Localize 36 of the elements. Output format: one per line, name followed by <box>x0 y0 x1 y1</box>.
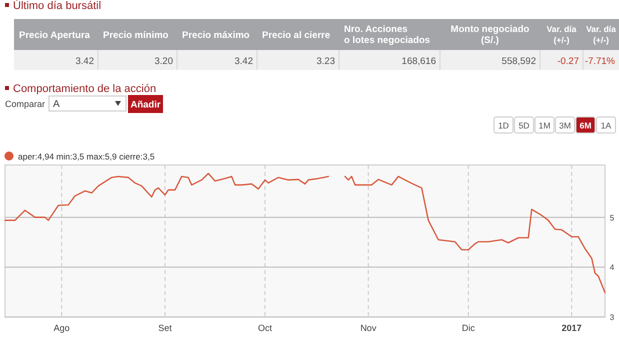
category-label: Monto negociado (S/.) <box>450 24 530 46</box>
text: -7.71% <box>584 56 616 67</box>
x-tick-label: Set <box>158 323 172 333</box>
period-button: 1A <box>596 116 616 134</box>
y-tick-label: 4 <box>610 263 615 272</box>
period-button: 3M <box>555 116 575 134</box>
category-label: Precio Apertura <box>19 30 91 41</box>
text: Comparar <box>5 99 46 109</box>
text: 3.42 <box>234 56 253 67</box>
x-tick-label: Ago <box>54 323 70 333</box>
text: aper:4,94 min:3,5 max:5,9 cierre:3,5 <box>18 152 155 162</box>
text: 558,592 <box>502 56 536 67</box>
y-tick-label: 3 <box>610 313 615 322</box>
period-button: 6M <box>576 116 596 134</box>
period-button: 1M <box>534 116 554 134</box>
text: -0.27 <box>557 56 579 67</box>
text: 3.23 <box>316 56 335 67</box>
add-button: Añadir <box>128 95 163 113</box>
category-label: Precio mínimo <box>103 30 169 41</box>
x-tick-label: Oct <box>258 323 272 333</box>
text: 168,616 <box>402 56 436 67</box>
text: 3.42 <box>76 56 94 67</box>
x-tick-label: Dic <box>462 323 476 333</box>
text: 3.20 <box>154 56 173 67</box>
period-button: 5D <box>514 116 534 134</box>
category-label: Precio máximo <box>182 30 250 41</box>
category-label: Precio al cierre <box>262 30 330 41</box>
category-label: Nro. Acciones o lotes negociados <box>344 24 430 46</box>
period-button: 1D <box>494 116 514 134</box>
y-tick-label: 5 <box>610 213 615 222</box>
chart-title: Comportamiento de la acción <box>13 83 156 95</box>
x-tick-label: Nov <box>360 323 377 333</box>
category-label: Var. día (+/-) <box>546 24 577 45</box>
x-tick-label: 2017 <box>562 323 582 333</box>
category-label: Var. día (+/-) <box>586 24 616 45</box>
compare-dropdown: A <box>48 96 126 112</box>
